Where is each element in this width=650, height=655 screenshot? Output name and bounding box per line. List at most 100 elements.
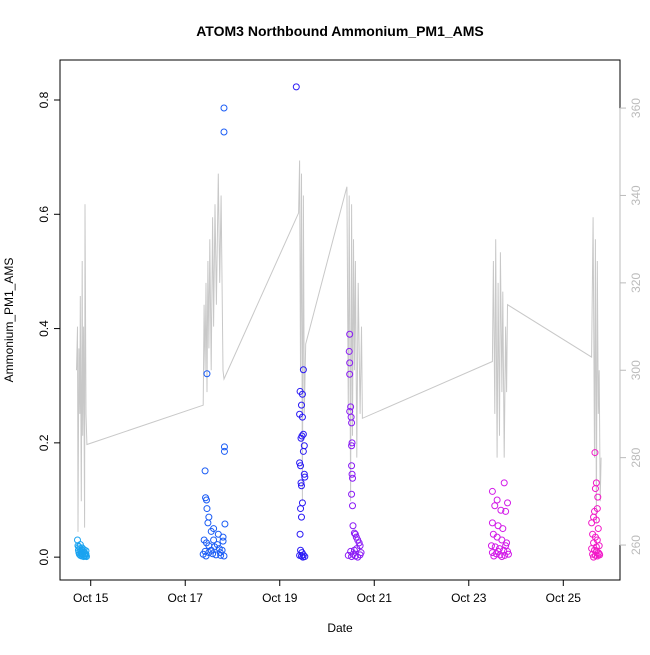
data-point [209,550,217,558]
series-flight-1 [73,536,90,561]
x-tick-label: Oct 17 [168,591,204,605]
x-tick-label: Oct 21 [357,591,393,605]
y-tick-label: 0.8 [37,91,51,108]
data-point [348,419,356,427]
data-point [292,83,300,91]
data-point [490,552,498,560]
data-point [205,513,213,521]
data-point [348,490,356,498]
data-point [493,496,501,504]
y-axis-label: Ammonium_PM1_AMS [2,258,16,383]
data-point [594,493,602,501]
data-point [348,442,356,450]
data-point [349,502,357,510]
data-point [217,551,225,559]
data-point [299,447,307,455]
series-flight-3 [292,83,309,561]
series-flight-2 [199,104,229,560]
data-point [297,505,305,513]
data-point [502,507,510,515]
data-point [492,550,500,558]
data-point [297,401,305,409]
data-point [349,474,357,482]
data-point [220,104,228,112]
data-point [346,370,354,378]
series-flight-5 [487,479,512,561]
data-point [221,520,229,528]
data-point [202,496,210,504]
axes: Oct 15 Oct 17 Oct 19 Oct 21 Oct 23 Oct 25 0.0 0… [37,91,643,605]
data-point [499,525,507,533]
data-point [213,541,221,549]
data-point [204,519,212,527]
data-point [300,470,308,478]
x-tick-label: Oct 15 [73,591,109,605]
data-point [592,543,600,551]
data-point [590,546,598,554]
data-point [298,413,306,421]
data-point [297,482,305,490]
data-point [297,479,305,487]
y2-tick-label: 260 [629,535,643,555]
data-point [298,390,306,398]
data-point [296,530,304,538]
y-tick-label: 0.6 [37,206,51,223]
data-point [504,499,512,507]
data-point [355,539,363,547]
data-point [491,502,499,510]
y2-tick-label: 320 [629,273,643,293]
data-point [219,537,227,545]
altitude-line [76,160,602,532]
data-point [296,459,304,467]
data-point [299,430,307,438]
data-point [348,470,356,478]
series-flight-6 [588,449,604,561]
data-point [353,545,361,553]
data-point [299,366,307,374]
data-point [350,529,358,537]
data-point [297,434,305,442]
data-point [497,506,505,514]
altitude-line-layer [76,160,602,532]
chart-title: ATOM3 Northbound Ammonium_PM1_AMS [196,23,484,39]
data-point [210,536,218,544]
data-point [488,519,496,527]
data-point [80,546,88,554]
data-point [297,462,305,470]
data-point [346,330,354,338]
data-point [503,539,511,547]
data-point [498,553,506,561]
data-point [590,553,598,561]
data-point [494,547,502,555]
data-point [348,462,356,470]
data-point [203,505,211,513]
y2-tick-label: 360 [629,98,643,118]
data-point [220,128,228,136]
data-point [348,553,356,561]
data-point [595,550,603,558]
data-point [76,541,84,549]
data-point [220,552,228,560]
data-point [504,550,512,558]
data-point [347,403,355,411]
data-point [201,467,209,475]
x-axis-label: Date [327,621,353,635]
data-point [296,551,304,559]
data-point [220,443,228,451]
scatter-layer [73,83,604,561]
data-point [594,525,602,533]
data-point [348,439,356,447]
data-point [207,546,215,554]
data-point [297,513,305,521]
y-tick-label: 0.4 [37,320,51,337]
y2-tick-label: 300 [629,360,643,380]
data-point [207,527,215,535]
data-point [216,549,224,557]
y2-tick-label: 340 [629,185,643,205]
data-point [344,551,352,559]
data-point [487,542,495,550]
data-point [588,519,596,527]
data-point [502,542,510,550]
data-point [591,449,599,457]
